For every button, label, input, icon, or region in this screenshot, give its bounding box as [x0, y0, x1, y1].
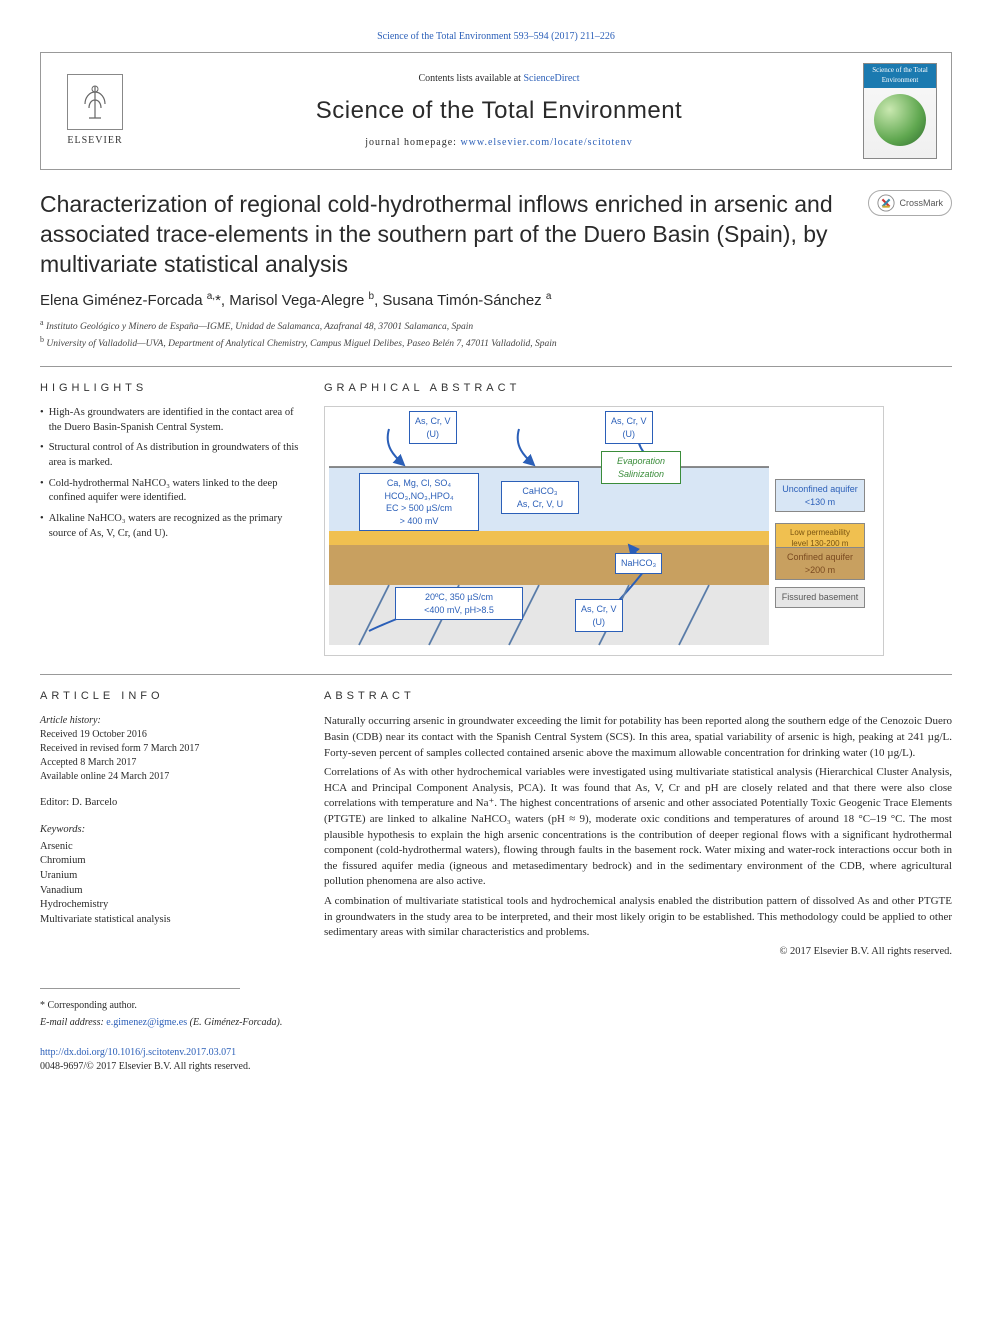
- highlights-heading: HIGHLIGHTS: [40, 381, 300, 396]
- ga-deep-as-box: As, Cr, V(U): [575, 599, 623, 632]
- graphical-abstract-figure: As, Cr, V(U) As, Cr, V(U) Ca, Mg, Cl, SO…: [324, 406, 884, 656]
- elsevier-tree-icon: [67, 74, 123, 130]
- ga-center-box: CaHCO₃As, Cr, V, U: [501, 481, 579, 514]
- journal-homepage: journal homepage: www.elsevier.com/locat…: [145, 136, 853, 150]
- highlight-item: Alkaline NaHCO₃ waters are recognized as…: [40, 512, 300, 541]
- graphical-abstract-heading: GRAPHICAL ABSTRACT: [324, 381, 952, 396]
- email-link[interactable]: e.gimenez@igme.es: [106, 1017, 187, 1028]
- ga-top-right-box: As, Cr, V(U): [605, 411, 653, 444]
- affiliations: a Instituto Geológico y Minero de España…: [40, 317, 952, 352]
- email-label: E-mail address:: [40, 1017, 106, 1028]
- publisher-name: ELSEVIER: [67, 134, 122, 148]
- journal-name: Science of the Total Environment: [145, 94, 853, 128]
- email-attribution: (E. Giménez-Forcada).: [187, 1017, 282, 1028]
- history-label: Article history:: [40, 714, 300, 728]
- issn-line: 0048-9697/© 2017 Elsevier B.V. All right…: [40, 1061, 250, 1072]
- highlight-item: Structural control of As distribution in…: [40, 441, 300, 470]
- contents-prefix: Contents lists available at: [418, 73, 523, 84]
- keyword-item: Hydrochemistry: [40, 898, 300, 913]
- editor-name: D. Barcelo: [72, 797, 117, 808]
- abstract-text: Naturally occurring arsenic in groundwat…: [324, 714, 952, 941]
- history-line: Available online 24 March 2017: [40, 770, 300, 784]
- abstract-paragraph: Correlations of As with other hydrochemi…: [324, 765, 952, 890]
- abstract-heading: ABSTRACT: [324, 689, 952, 704]
- ga-confined-box: Confined aquifer>200 m: [775, 547, 865, 580]
- highlights-list: High-As groundwaters are identified in t…: [40, 406, 300, 542]
- article-info-heading: ARTICLE INFO: [40, 689, 300, 704]
- journal-cover-thumbnail: Science of the Total Environment: [863, 63, 937, 159]
- ga-basement-box: Fissured basement: [775, 587, 865, 608]
- doi-link[interactable]: http://dx.doi.org/10.1016/j.scitotenv.20…: [40, 1047, 236, 1058]
- abstract-paragraph: Naturally occurring arsenic in groundwat…: [324, 714, 952, 761]
- doi-block: http://dx.doi.org/10.1016/j.scitotenv.20…: [40, 1046, 952, 1074]
- keyword-item: Chromium: [40, 854, 300, 869]
- homepage-prefix: journal homepage:: [365, 137, 460, 148]
- homepage-link[interactable]: www.elsevier.com/locate/scitotenv: [460, 137, 632, 148]
- keywords-label: Keywords:: [40, 823, 300, 838]
- crossmark-label: CrossMark: [899, 197, 943, 210]
- cover-label: Science of the Total Environment: [864, 64, 936, 88]
- history-line: Received 19 October 2016: [40, 728, 300, 742]
- editor-line: Editor: D. Barcelo: [40, 796, 300, 811]
- footer-divider: [40, 988, 240, 989]
- journal-header: ELSEVIER Contents lists available at Sci…: [40, 52, 952, 170]
- ga-left-main-box: Ca, Mg, Cl, SO₄HCO₃,NO₃,HPO₄EC > 500 µS/…: [359, 473, 479, 531]
- sciencedirect-link[interactable]: ScienceDirect: [523, 73, 579, 84]
- ga-deep-params-box: 20ºC, 350 µS/cm<400 mV, pH>8.5: [395, 587, 523, 620]
- highlight-item: High-As groundwaters are identified in t…: [40, 406, 300, 435]
- ga-evap-box: EvaporationSalinization: [601, 451, 681, 484]
- article-history: Article history: Received 19 October 201…: [40, 714, 300, 784]
- corresponding-author: * Corresponding author.: [40, 999, 952, 1013]
- email-line: E-mail address: e.gimenez@igme.es (E. Gi…: [40, 1016, 952, 1030]
- keyword-item: Arsenic: [40, 840, 300, 855]
- crossmark-icon: [877, 194, 895, 212]
- ga-unconfined-box: Unconfined aquifer<130 m: [775, 479, 865, 512]
- abstract-copyright: © 2017 Elsevier B.V. All rights reserved…: [324, 945, 952, 960]
- top-citation[interactable]: Science of the Total Environment 593–594…: [40, 30, 952, 44]
- authors-line: Elena Giménez-Forcada a,*, Marisol Vega-…: [40, 290, 952, 311]
- publisher-logo: ELSEVIER: [55, 74, 135, 148]
- keywords-list: ArsenicChromiumUraniumVanadiumHydrochemi…: [40, 840, 300, 928]
- contents-line: Contents lists available at ScienceDirec…: [145, 72, 853, 86]
- ga-nahco3-box: NaHCO₃: [615, 553, 662, 574]
- keyword-item: Vanadium: [40, 884, 300, 899]
- ga-top-left-box: As, Cr, V(U): [409, 411, 457, 444]
- history-line: Accepted 8 March 2017: [40, 756, 300, 770]
- article-title: Characterization of regional cold-hydrot…: [40, 190, 868, 280]
- abstract-paragraph: A combination of multivariate statistica…: [324, 894, 952, 941]
- highlight-item: Cold-hydrothermal NaHCO₃ waters linked t…: [40, 477, 300, 506]
- cover-globe-icon: [874, 94, 926, 146]
- crossmark-badge[interactable]: CrossMark: [868, 190, 952, 216]
- history-line: Received in revised form 7 March 2017: [40, 742, 300, 756]
- keyword-item: Uranium: [40, 869, 300, 884]
- editor-label: Editor:: [40, 797, 72, 808]
- keyword-item: Multivariate statistical analysis: [40, 913, 300, 928]
